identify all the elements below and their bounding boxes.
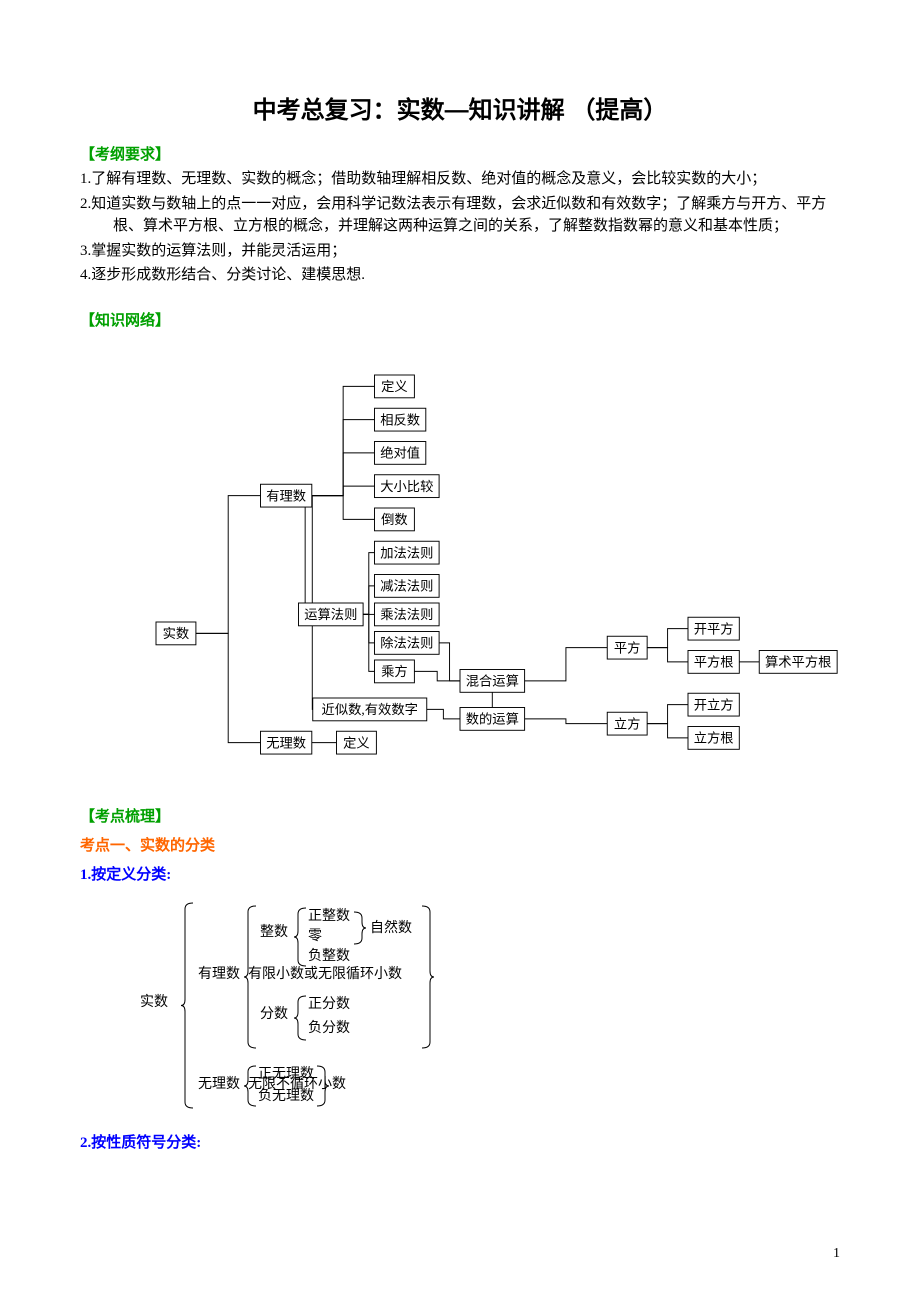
diagram-node-lifang: 立方 [614,716,641,731]
svg-text:有限小数或无限循环小数: 有限小数或无限循环小数 [248,966,402,982]
svg-text:自然数: 自然数 [370,919,412,936]
diagram-node-juedui: 绝对值 [380,445,420,460]
svg-text:零: 零 [308,928,322,944]
heading-def1: 1.按定义分类: [80,863,840,884]
svg-text:负整数: 负整数 [308,948,350,964]
diagram-node-dingyi: 定义 [381,379,408,394]
document-page: 中考总复习：实数—知识讲解 （提高） 【考纲要求】 1.了解有理数、无理数、实数… [0,0,920,1302]
heading-kaogang: 【考纲要求】 [80,143,840,164]
diagram-node-xiangfan: 相反数 [380,412,420,427]
diagram-node-daxiao: 大小比较 [380,478,433,493]
diagram-node-youlishu: 有理数 [266,488,306,503]
page-title: 中考总复习：实数—知识讲解 （提高） [80,90,840,125]
diagram-node-kailifang: 开立方 [694,697,734,712]
svg-text:分数: 分数 [260,1006,288,1022]
svg-text:正分数: 正分数 [308,996,350,1012]
svg-text:无理数: 无理数 [198,1076,240,1092]
diagram-node-dingyi2: 定义 [343,735,370,750]
diagram-node-shishu: 实数 [163,626,190,641]
diagram-node-chufa: 除法法则 [380,635,433,650]
svg-text:负无理数: 负无理数 [258,1088,314,1104]
diagram-node-pingfang: 平方 [614,640,641,655]
requirement-1: 1.了解有理数、无理数、实数的概念；借助数轴理解相反数、绝对值的概念及意义，会比… [80,168,840,191]
heading-kaodian1: 考点一、实数的分类 [80,834,840,855]
diagram-node-pingfanggen: 平方根 [694,654,734,669]
svg-text:实数: 实数 [140,994,168,1010]
svg-text:负分数: 负分数 [308,1020,350,1036]
heading-kaodian: 【考点梳理】 [80,805,840,826]
requirement-3: 3.掌握实数的运算法则，并能灵活运用； [80,240,840,263]
svg-text:有理数: 有理数 [198,966,240,982]
knowledge-network-diagram: 实数有理数无理数定义相反数绝对值大小比较倒数运算法则加法法则减法法则乘法法则除法… [80,350,840,780]
diagram-node-lifanggen: 立方根 [694,730,734,745]
diagram-node-shuyun: 数的运算 [466,711,519,726]
diagram-node-suanshupfg: 算术平方根 [765,654,831,669]
diagram-node-chengfa: 乘法法则 [380,607,433,622]
svg-text:正无理数: 正无理数 [258,1066,314,1082]
diagram-node-kaipingfang: 开平方 [694,621,734,636]
classification-formula: 实数有理数有限小数或无限循环小数整数正整数零负整数自然数分数正分数负分数无理数无… [130,888,630,1118]
diagram-node-jiafa: 加法法则 [380,545,433,560]
svg-text:整数: 整数 [260,924,288,940]
requirement-4: 4.逐步形成数形结合、分类讨论、建模思想. [80,264,840,287]
diagram-node-wulishu: 无理数 [266,735,306,750]
diagram-node-jinshi: 近似数,有效数字 [322,702,418,717]
requirement-2: 2.知道实数与数轴上的点一一对应，会用科学记数法表示有理数，会求近似数和有效数字… [80,193,840,238]
heading-zhishi: 【知识网络】 [80,309,840,330]
svg-text:正整数: 正整数 [308,908,350,924]
diagram-node-hunhe: 混合运算 [466,673,519,688]
diagram-node-jianfa: 减法法则 [380,578,433,593]
diagram-node-daoshu: 倒数 [381,512,408,527]
heading-def2: 2.按性质符号分类: [80,1131,840,1152]
page-number: 1 [833,1246,840,1262]
diagram-node-yunsuan: 运算法则 [304,607,357,622]
diagram-node-chengfang: 乘方 [381,664,408,679]
